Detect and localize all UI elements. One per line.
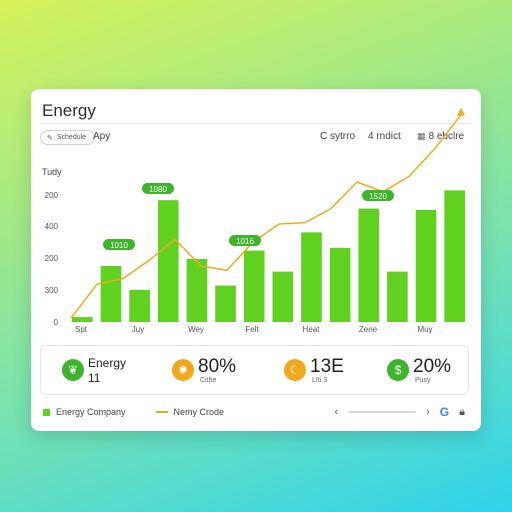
x-tick-label: Spt <box>75 325 88 334</box>
lock-icon[interactable]: 🔒︎ <box>459 405 465 418</box>
dashboard-card: Energy ✎ Schedule Apy C sytrro 4 rndict … <box>31 89 481 431</box>
toolbar-item-3-label: 8 ebclre <box>428 131 465 142</box>
apply-button[interactable]: Apy <box>93 131 110 142</box>
x-tick-label: Heat <box>303 325 321 334</box>
x-tick-label: Wey <box>188 325 204 334</box>
grid-icon: ▦ <box>417 131 426 141</box>
pencil-icon: ✎ <box>47 134 53 142</box>
annotation-badge <box>142 183 174 194</box>
dollar-icon: $ <box>387 359 409 381</box>
bar <box>72 317 93 322</box>
trend-arrow-icon <box>457 107 465 116</box>
moon-icon: ☾ <box>284 359 306 381</box>
toolbar-item-2[interactable]: 4 rndict <box>368 131 401 142</box>
sun-icon: ✹ <box>172 359 194 381</box>
schedule-label: Schedule <box>56 134 87 141</box>
bar <box>272 271 294 322</box>
legend-line-swatch <box>155 411 168 413</box>
kpi-total-label: LIti 3 <box>312 377 328 384</box>
chart-legend: Energy Company Nemy Crode <box>43 407 224 417</box>
chart-title: Tudy <box>42 167 62 177</box>
page-title: Energy <box>42 101 96 120</box>
kpi-total-value: 13E <box>310 356 344 377</box>
schedule-pill[interactable]: ✎ Schedule <box>40 130 96 145</box>
kpi-energy-value: Energy <box>88 356 127 370</box>
y-tick-label: 200 <box>45 191 59 200</box>
bar <box>186 259 208 322</box>
kpi-savings-label: Pusy <box>415 377 431 384</box>
kpi-savings-value: 20% <box>413 356 452 377</box>
toolbar-item-3[interactable]: ▦ 8 ebclre <box>417 131 464 142</box>
y-tick-label: 0 <box>54 318 59 327</box>
legend-line-label: Nemy Crode <box>173 407 225 417</box>
bar <box>444 190 465 322</box>
toolbar-item-1[interactable]: C sytrro <box>320 131 355 142</box>
annotation-badge <box>362 190 394 201</box>
bar <box>215 285 236 322</box>
pager: ‹ › G 🔒︎ <box>334 405 465 419</box>
divider <box>41 123 471 124</box>
toolbar: ✎ Schedule Apy C sytrro 4 rndict ▦ 8 ebc… <box>31 129 481 147</box>
bar <box>387 271 408 322</box>
x-tick-label: Muy <box>417 325 432 334</box>
annotation-label: 1010 <box>110 241 128 250</box>
toolbar-item-1-label: C sytrro <box>320 131 355 142</box>
energy-chart: 0 300 200 400 200 Spt Juy Wey Felt Heat Zene Muy 1… <box>45 107 465 334</box>
bar <box>100 266 122 322</box>
annotation-label: 1080 <box>149 185 167 194</box>
bar <box>329 247 351 322</box>
annotation-label: 1520 <box>369 192 387 201</box>
bar <box>301 232 322 322</box>
prev-icon[interactable]: ‹ <box>334 406 339 418</box>
kpi-strip: ❦ Energy 11 ✹ 80% Cithe ☾ 13E LIti 3 $ 2… <box>40 345 469 395</box>
bar <box>415 210 437 322</box>
bar <box>243 250 265 322</box>
legend-bar-swatch <box>43 408 50 416</box>
leaf-icon: ❦ <box>62 359 84 381</box>
trend-line <box>70 114 462 319</box>
bar <box>157 200 179 322</box>
next-icon[interactable]: › <box>426 406 430 418</box>
annotation-badge <box>103 239 135 250</box>
toolbar-item-2-label: 4 rndict <box>368 131 401 142</box>
scroll-track[interactable] <box>348 411 417 413</box>
annotation-label: 1016 <box>236 237 254 246</box>
x-tick-label: Felt <box>245 325 259 334</box>
bar <box>129 289 150 322</box>
bar <box>358 208 380 322</box>
kpi-efficiency-value: 80% <box>198 356 237 377</box>
y-tick-label: 400 <box>45 222 59 231</box>
y-tick-label: 200 <box>45 254 59 263</box>
apply-label: Apy <box>93 131 111 142</box>
x-tick-label: Juy <box>132 325 144 334</box>
kpi-efficiency-label: Cithe <box>200 377 217 384</box>
annotation-badge <box>229 235 261 246</box>
y-tick-label: 300 <box>45 286 59 295</box>
kpi-energy-sub: 11 <box>88 371 101 385</box>
google-icon[interactable]: G <box>439 405 450 419</box>
x-tick-label: Zene <box>359 325 378 334</box>
legend-bars-label: Energy Company <box>56 407 126 417</box>
